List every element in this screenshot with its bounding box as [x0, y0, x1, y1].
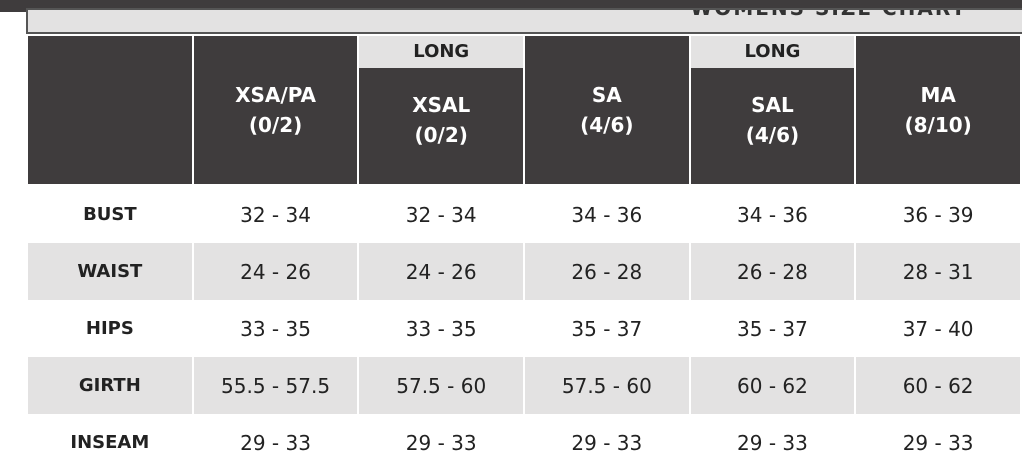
size-name: XSA/PA	[235, 83, 317, 107]
table-row-bust: BUST 32 - 34 32 - 34 34 - 36 34 - 36 36 …	[28, 186, 1020, 243]
size-numeric: (0/2)	[414, 123, 468, 147]
table-cell: 34 - 36	[571, 202, 643, 227]
long-tag: LONG	[690, 36, 855, 68]
size-name: MA	[920, 83, 956, 107]
table-cell: 29 - 33	[902, 430, 974, 455]
size-name: SA	[591, 83, 622, 107]
header-corner-cell	[28, 36, 192, 184]
table-row-girth: GIRTH 55.5 - 57.5 57.5 - 60 57.5 - 60 60…	[28, 357, 1020, 414]
header-size-sal: LONG SAL (4/6)	[690, 36, 855, 184]
table-cell: 29 - 33	[405, 430, 477, 455]
table-cell: 28 - 31	[856, 243, 1020, 300]
table-cell: 33 - 35	[405, 316, 477, 341]
table-row-hips: HIPS 33 - 35 33 - 35 35 - 37 35 - 37 37 …	[28, 300, 1020, 357]
table-cell: 26 - 28	[525, 243, 689, 300]
table-row-waist: WAIST 24 - 26 24 - 26 26 - 28 26 - 28 28…	[28, 243, 1020, 300]
table-row-inseam: INSEAM 29 - 33 29 - 33 29 - 33 29 - 33 2…	[28, 414, 1020, 471]
row-label: INSEAM	[70, 432, 150, 453]
table-cell: 29 - 33	[240, 430, 311, 455]
table-cell: 35 - 37	[571, 316, 643, 341]
size-chart-table: XSA/PA (0/2) LONG XSAL (0/2) SA (4/6) LO…	[26, 36, 1022, 471]
header-row: XSA/PA (0/2) LONG XSAL (0/2) SA (4/6) LO…	[28, 36, 1020, 184]
size-numeric: (8/10)	[904, 113, 972, 137]
size-numeric: (4/6)	[745, 123, 800, 147]
row-label: HIPS	[85, 318, 134, 339]
long-tag: LONG	[359, 36, 524, 68]
header-size-xsa-pa: XSA/PA (0/2)	[193, 36, 358, 184]
header-size-xsal: LONG XSAL (0/2)	[359, 36, 524, 184]
row-label: GIRTH	[28, 357, 192, 414]
header-size-sa: SA (4/6)	[525, 36, 689, 184]
table-cell: 37 - 40	[902, 316, 974, 341]
row-label: BUST	[83, 204, 137, 225]
size-name: XSAL	[412, 93, 471, 117]
table-cell: 57.5 - 60	[525, 357, 689, 414]
table-cell: 29 - 33	[571, 430, 643, 455]
title-strip: WOMENS SIZE CHART	[26, 8, 1022, 34]
table-cell: 24 - 26	[193, 243, 358, 300]
table-cell: 60 - 62	[856, 357, 1020, 414]
table-cell: 26 - 28	[690, 243, 855, 300]
table-cell: 36 - 39	[902, 202, 974, 227]
table-cell: 33 - 35	[240, 316, 311, 341]
size-name: SAL	[751, 93, 794, 117]
table-cell: 55.5 - 57.5	[193, 357, 358, 414]
row-label: WAIST	[28, 243, 192, 300]
table-cell: 57.5 - 60	[359, 357, 524, 414]
table-cell: 34 - 36	[737, 202, 808, 227]
table-cell: 32 - 34	[240, 202, 311, 227]
table-cell: 35 - 37	[737, 316, 808, 341]
page-title: WOMENS SIZE CHART	[690, 8, 967, 20]
table-cell: 32 - 34	[405, 202, 477, 227]
size-numeric: (4/6)	[580, 113, 634, 137]
table-cell: 29 - 33	[737, 430, 808, 455]
header-size-ma: MA (8/10)	[856, 36, 1020, 184]
size-numeric: (0/2)	[248, 113, 303, 137]
table-cell: 24 - 26	[359, 243, 524, 300]
table-cell: 60 - 62	[690, 357, 855, 414]
